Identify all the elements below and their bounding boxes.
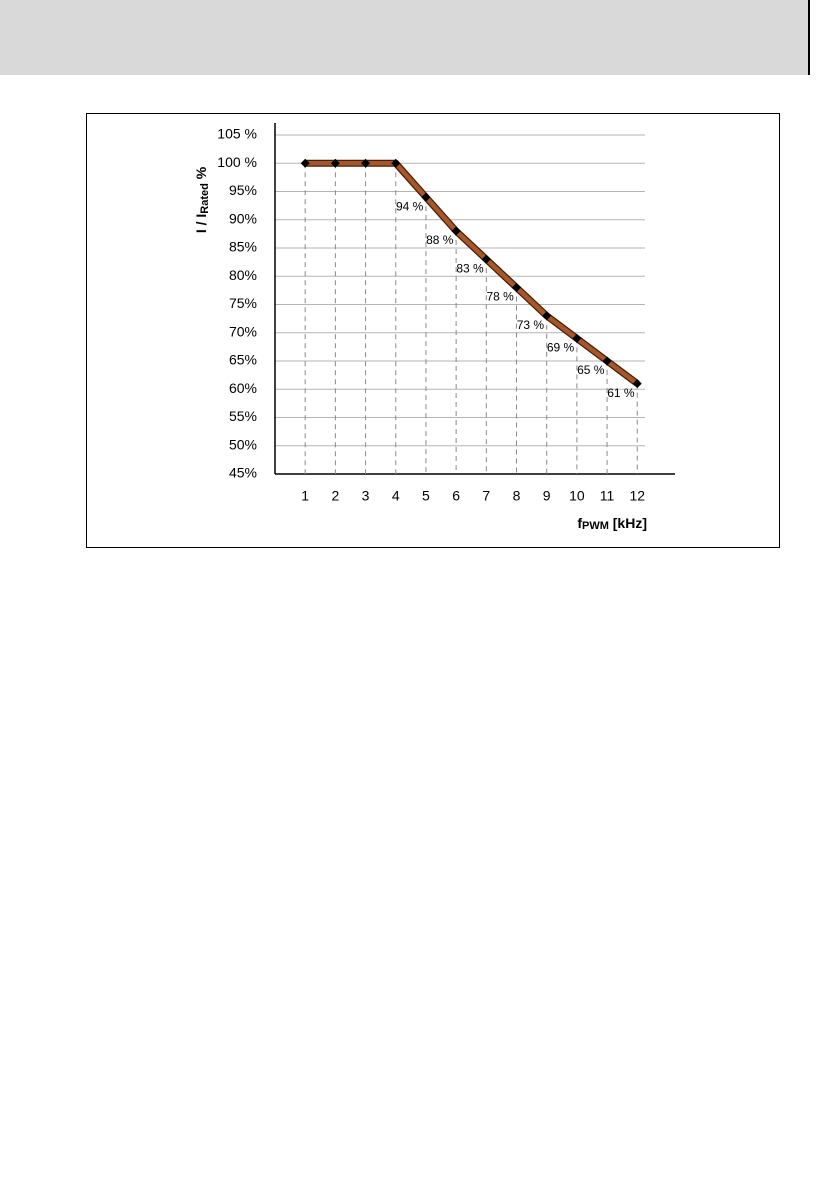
y-tick-label: 80% [229,267,257,283]
marker [512,283,522,293]
y-axis-title: I / IRated % [193,166,211,233]
x-tick-label: 7 [482,488,490,504]
y-tick-label: 90% [229,210,257,226]
data-label: 88 % [426,233,454,247]
line [305,161,639,386]
x-tick-label: 5 [422,488,430,504]
data-label: 78 % [487,290,515,304]
y-axis-title-main: I / I [193,214,209,233]
y-tick-label: 75% [229,295,257,311]
x-axis-title-sub: PWM [582,520,609,532]
data-label: 69 % [547,341,575,355]
data-label: 83 % [456,261,484,275]
marker [361,158,371,168]
header-band [0,0,808,75]
figure-frame [86,113,780,548]
x-tick-label: 1 [301,488,309,504]
y-tick-label: 70% [229,323,257,339]
marker [421,192,431,202]
y-tick-label: 50% [229,436,257,452]
x-tick-label: 12 [629,488,645,504]
y-tick-label: 55% [229,408,257,424]
x-axis-title: fPWM [kHz] [577,515,647,532]
y-tick-label: 65% [229,352,257,368]
x-tick-label: 9 [543,488,551,504]
data-label: 61 % [607,386,635,400]
x-tick-label: 4 [392,488,400,504]
marker [391,158,401,168]
data-label: 73 % [517,318,545,332]
x-tick-label: 10 [569,488,585,504]
x-tick-label: 8 [513,488,521,504]
y-tick-label: 105 % [217,126,257,142]
marker [300,158,310,168]
marker [632,379,642,389]
marker [572,333,582,343]
y-tick-label: 85% [229,239,257,255]
x-axis-title-unit: [kHz] [609,515,647,531]
marker [451,226,461,236]
x-tick-label: 11 [600,488,615,504]
x-tick-label: 3 [362,488,370,504]
y-tick-label: 95% [229,182,257,198]
y-tick-label: 45% [229,465,257,481]
marker [330,158,340,168]
marker [602,356,612,366]
marker [481,254,491,264]
x-tick-label: 6 [452,488,460,504]
x-tick-label: 2 [331,488,339,504]
y-tick-label: 100 % [217,154,257,170]
y-axis-title-unit: % [193,166,209,183]
marker [542,311,552,321]
x-axis-title-main: f [577,515,582,531]
data-label: 65 % [577,363,605,377]
y-tick-label: 60% [229,380,257,396]
y-axis-title-sub: Rated [199,183,211,214]
data-label: 94 % [396,199,424,213]
